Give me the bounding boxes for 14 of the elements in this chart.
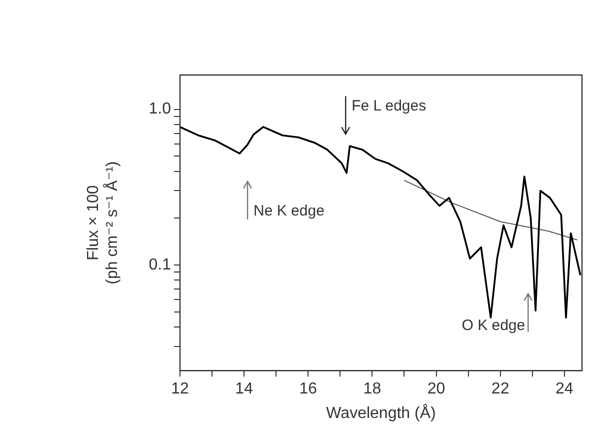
y-axis-title: Flux × 100 (ph cm⁻² s⁻¹ Å⁻¹) bbox=[85, 161, 122, 284]
annotation: Ne K edge bbox=[254, 202, 324, 220]
y-tick-label: 1.0 bbox=[148, 100, 172, 118]
x-tick-label: 20 bbox=[427, 380, 446, 398]
x-tick-label: 24 bbox=[555, 380, 574, 398]
x-tick-label: 16 bbox=[299, 380, 318, 398]
x-tick-label: 18 bbox=[363, 380, 382, 398]
annotation: Fe L edges bbox=[352, 97, 426, 114]
x-tick-label: 14 bbox=[235, 380, 254, 398]
annotation: O K edge bbox=[462, 316, 526, 334]
x-tick-label: 12 bbox=[171, 380, 189, 398]
y-tick-label: 0.1 bbox=[148, 256, 172, 274]
x-axis-title: Wavelength (Å) bbox=[326, 404, 436, 422]
x-tick-label: 22 bbox=[491, 380, 510, 398]
